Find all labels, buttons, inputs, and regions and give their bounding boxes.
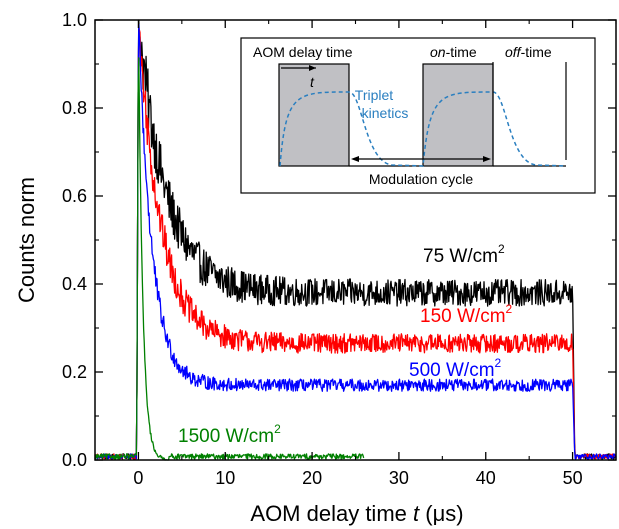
inset-modulation-arrowhead-right — [483, 156, 491, 162]
inset-triplet-label: Triplet — [355, 87, 393, 103]
inset-t-arrowhead — [309, 65, 316, 71]
y-tick-label: 0.0 — [62, 450, 87, 470]
x-tick-label: 40 — [476, 468, 496, 488]
x-axis-title-unit: s) — [445, 501, 463, 526]
inset-pulse-1 — [278, 63, 350, 167]
series-label-150-text: 150 W/cm — [420, 306, 506, 327]
y-tick-label: 0.2 — [62, 362, 87, 382]
y-tick-label: 1.0 — [62, 10, 87, 30]
inset-off-time-italic: off — [505, 44, 523, 60]
inset-diagram: AOM delay time t Triplet kinetics on-tim… — [240, 37, 596, 194]
series-line-2 — [94, 23, 617, 460]
y-tick-label: 0.4 — [62, 274, 87, 294]
series-label-1500: 1500 W/cm2 — [178, 422, 281, 447]
x-axis-title-mu: μ — [433, 501, 446, 526]
series-line-1 — [94, 29, 617, 460]
inset-on-time-rest: -time — [446, 44, 477, 60]
x-tick-label: 50 — [563, 468, 583, 488]
inset-aom-delay-label: AOM delay time — [253, 44, 353, 60]
inset-kinetics-curve — [279, 91, 567, 167]
ticks-layer: 0 10 20 30 40 50 0.0 0.2 0.4 0.6 0.8 1.0 — [62, 10, 617, 488]
series-line-0 — [94, 19, 617, 460]
x-tick-label: 20 — [302, 468, 322, 488]
x-axis-title-pre: AOM delay time — [250, 501, 413, 526]
series-layer — [94, 19, 617, 461]
inset-t-label: t — [310, 74, 315, 90]
inset-on-time-italic: on — [430, 44, 446, 60]
series-label-150-sup: 2 — [506, 302, 513, 316]
x-tick-label: 10 — [215, 468, 235, 488]
y-axis-title: Counts norm — [14, 177, 39, 303]
inset-on-time-label: on-time — [430, 44, 477, 60]
inset-pulse-2 — [422, 63, 494, 167]
x-axis-title: AOM delay time t (μs) — [250, 501, 463, 526]
x-axis-title-post: ( — [419, 501, 433, 526]
inset-kinetics-label: kinetics — [362, 105, 409, 121]
x-axis-title-var: t — [413, 501, 420, 526]
y-tick-label: 0.8 — [62, 98, 87, 118]
inset-modulation-label: Modulation cycle — [369, 171, 473, 187]
inset-off-time-rest: -time — [521, 44, 552, 60]
series-line-3 — [94, 57, 365, 461]
series-label-150: 150 W/cm2 — [420, 302, 513, 327]
x-tick-label: 0 — [133, 468, 143, 488]
series-label-500: 500 W/cm2 — [409, 356, 502, 381]
series-label-500-sup: 2 — [495, 356, 502, 370]
inset-on-time-marker — [492, 62, 567, 160]
inset-modulation-arrowhead-left — [351, 156, 359, 162]
series-label-500-text: 500 W/cm — [409, 360, 495, 381]
inset-off-time-label: off-time — [505, 44, 552, 60]
series-label-75: 75 W/cm2 — [423, 242, 505, 267]
series-label-75-text: 75 W/cm — [423, 246, 498, 267]
y-tick-label: 0.6 — [62, 186, 87, 206]
series-label-75-sup: 2 — [498, 242, 505, 256]
series-label-1500-text: 1500 W/cm — [178, 426, 274, 447]
series-label-1500-sup: 2 — [274, 422, 281, 436]
x-tick-label: 30 — [389, 468, 409, 488]
